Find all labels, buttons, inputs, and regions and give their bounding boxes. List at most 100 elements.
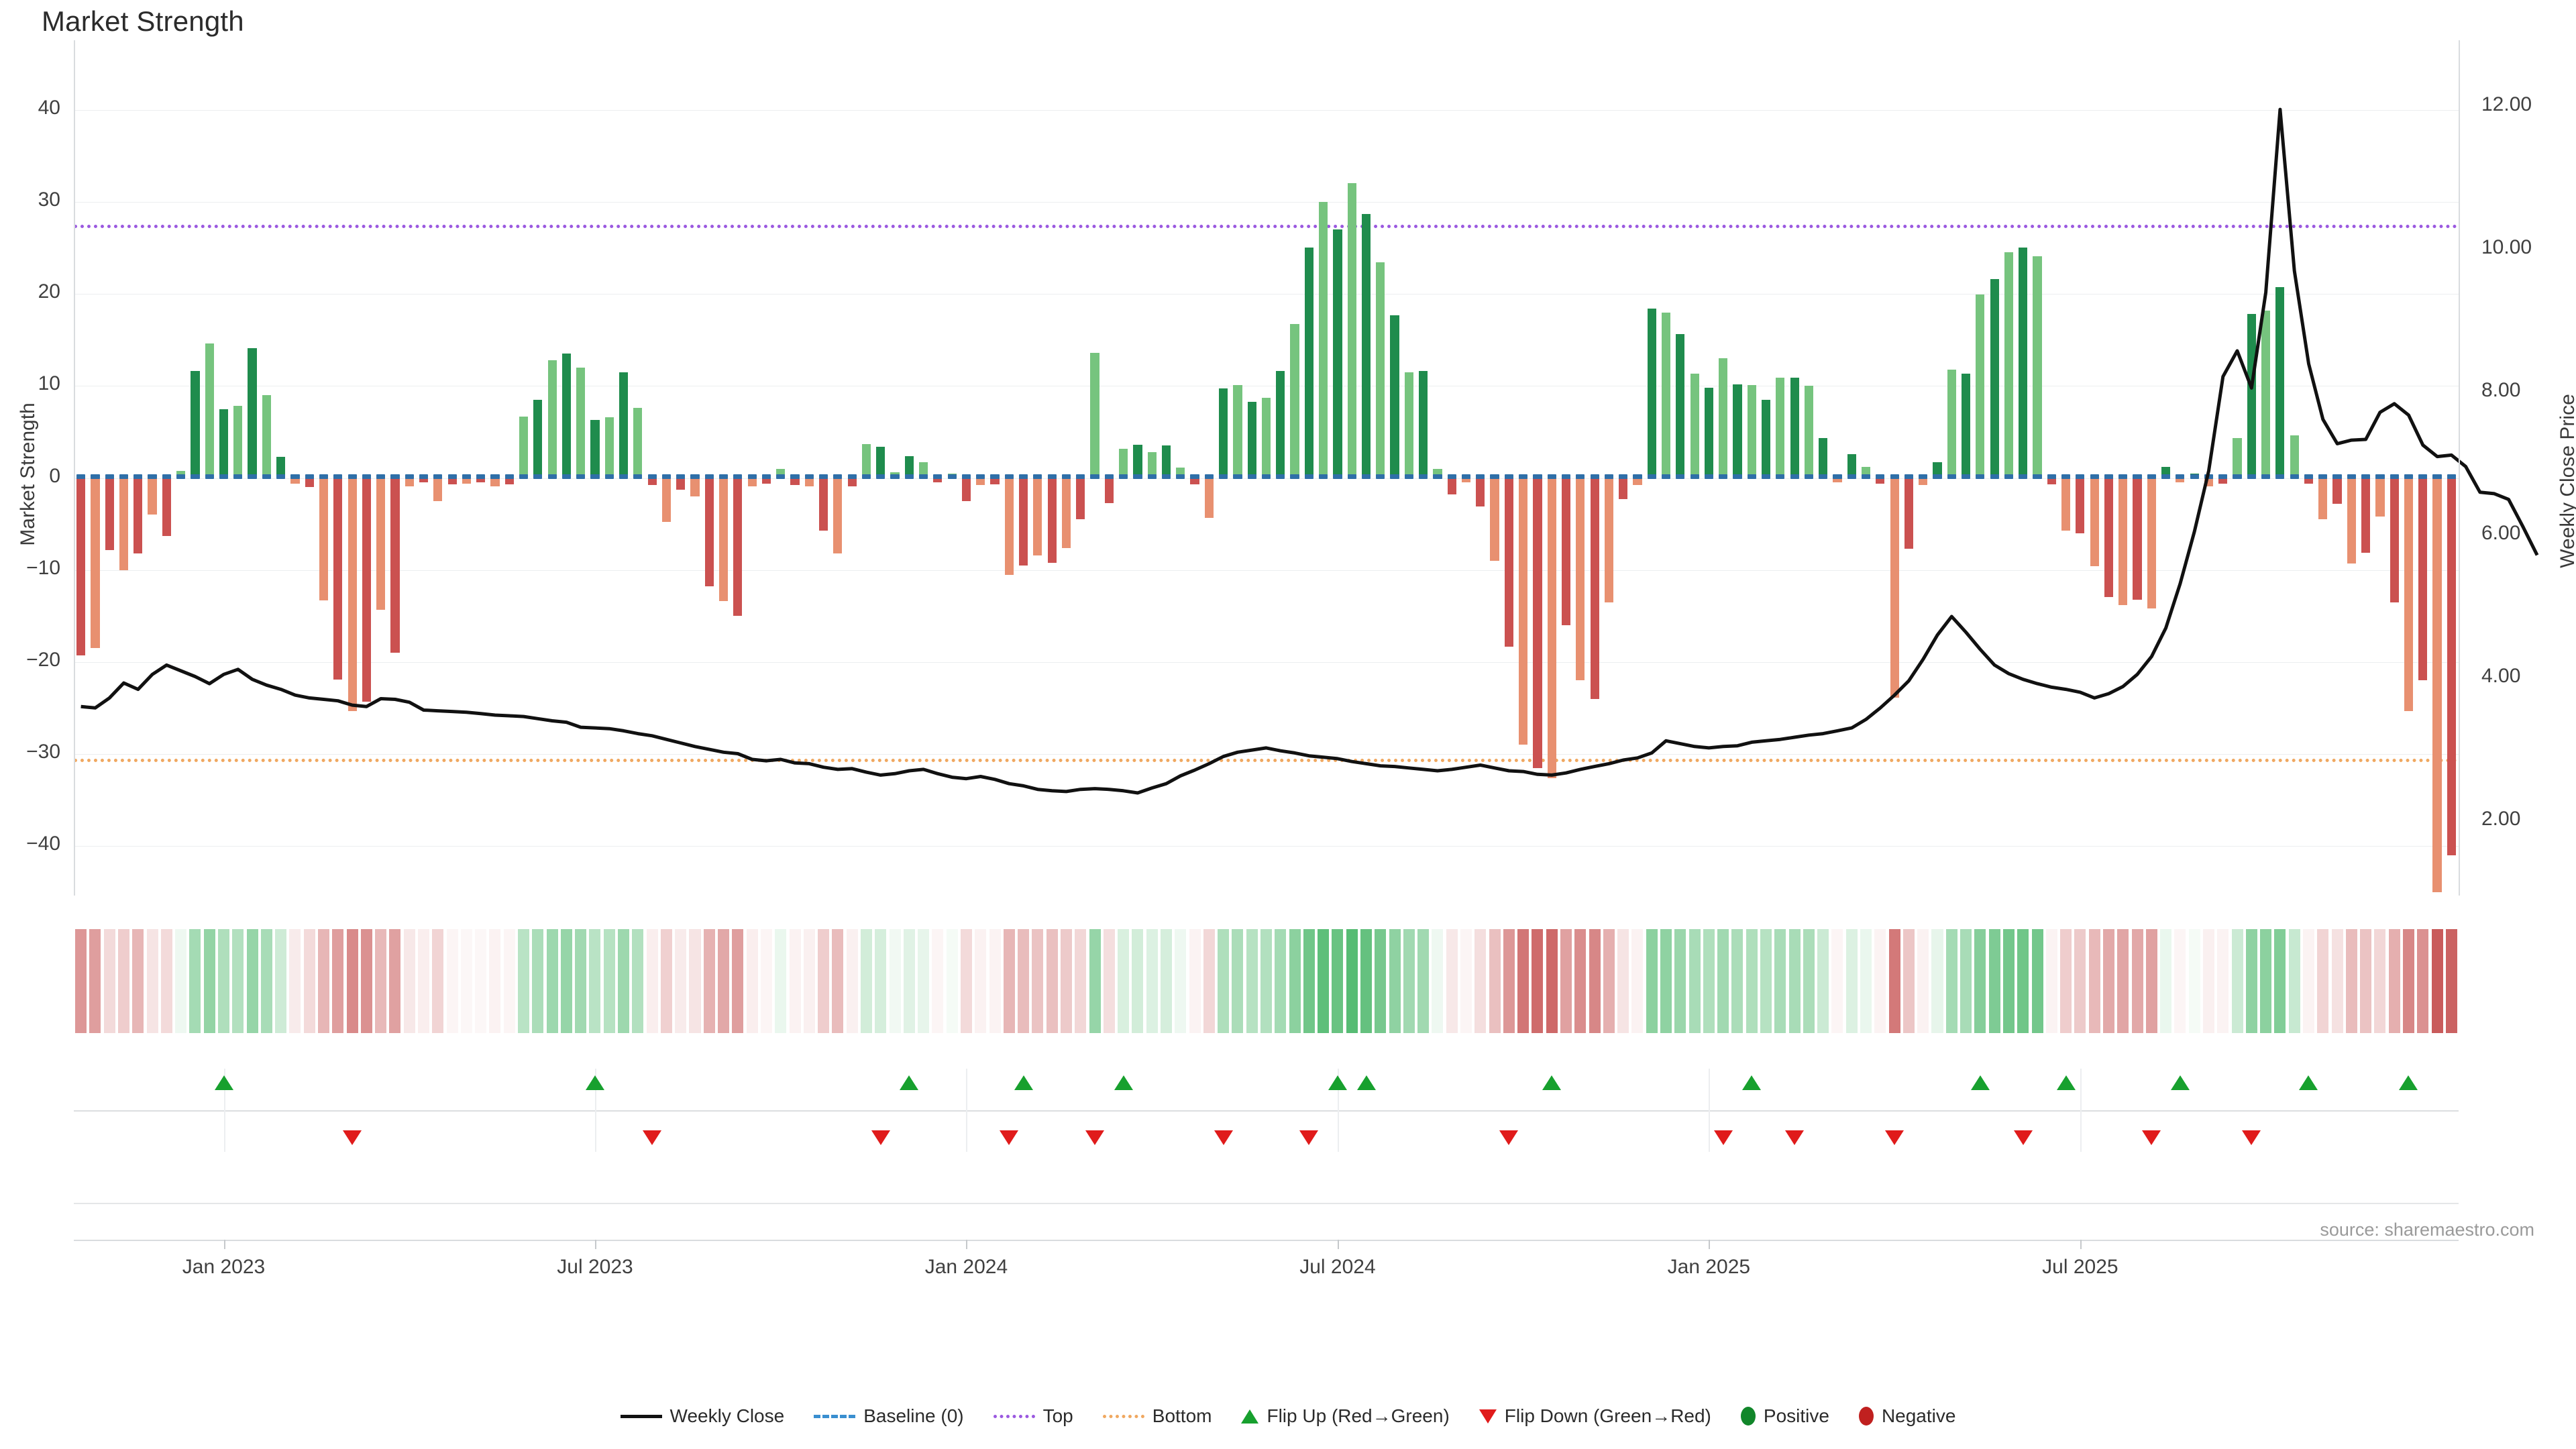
heatmap-cell	[1788, 929, 1801, 1033]
heatmap-cell	[2260, 929, 2272, 1033]
heatmap-cell	[660, 929, 672, 1033]
bar-positive	[262, 395, 271, 478]
heatmap-cell	[2102, 929, 2114, 1033]
heatmap-cell	[1489, 929, 1501, 1033]
baseline-dash	[2332, 474, 2342, 479]
bar-positive	[1119, 448, 1128, 478]
heatmap-cell	[1589, 929, 1601, 1033]
heatmap-cell	[418, 929, 430, 1033]
bar-negative	[961, 478, 971, 501]
flip-up-marker	[2299, 1075, 2318, 1090]
heatmap-cell	[1503, 929, 1515, 1033]
baseline-dash	[1876, 474, 1885, 479]
heatmap-cell	[1046, 929, 1058, 1033]
baseline-dash	[1433, 474, 1442, 479]
heatmap-cell	[260, 929, 272, 1033]
baseline-dash	[1376, 474, 1385, 479]
heatmap-cell	[1474, 929, 1487, 1033]
baseline-dash	[447, 474, 457, 479]
bar-negative	[2218, 478, 2228, 484]
heatmap-cell	[532, 929, 544, 1033]
legend-item[interactable]: Flip Down (Green→Red)	[1479, 1405, 1711, 1427]
bar-positive	[590, 420, 600, 478]
baseline-dash	[1276, 474, 1285, 479]
bar-negative	[1476, 478, 1485, 507]
bar-positive	[1990, 279, 1999, 478]
heatmap-cell	[1860, 929, 1872, 1033]
heatmap-cell	[789, 929, 801, 1033]
baseline-dash	[1176, 474, 1185, 479]
bar-negative	[1076, 478, 1085, 520]
baseline-dash	[1747, 474, 1756, 479]
legend-item[interactable]: Weekly Close	[620, 1405, 784, 1427]
legend-item[interactable]: Flip Up (Red→Green)	[1241, 1405, 1450, 1427]
baseline-dash	[1333, 474, 1342, 479]
heatmap-cell	[989, 929, 1001, 1033]
heatmap-cell	[846, 929, 858, 1033]
baseline-dash	[2447, 474, 2456, 479]
flip-panel-guide	[966, 1069, 968, 1152]
heatmap-cell	[918, 929, 930, 1033]
x-axis-tick-label: Jul 2023	[557, 1256, 633, 1278]
heatmap-cell	[2417, 929, 2429, 1033]
legend-item[interactable]: Top	[993, 1405, 1073, 1427]
heatmap-cell	[1132, 929, 1144, 1033]
flip-down-marker	[1085, 1130, 1105, 1145]
right-axis-tick-label: 2.00	[2481, 807, 2521, 830]
heatmap-cell	[1646, 929, 1658, 1033]
baseline-dash	[2019, 474, 2028, 479]
right-axis-tick-label: 8.00	[2481, 378, 2521, 401]
baseline-dash	[1819, 474, 1828, 479]
baseline-dash	[619, 474, 629, 479]
heatmap-cell	[1945, 929, 1957, 1033]
heatmap-cell	[932, 929, 944, 1033]
baseline-dash	[1190, 474, 1199, 479]
heatmap-cell	[1160, 929, 1172, 1033]
baseline-dash	[633, 474, 643, 479]
baseline-dash	[1090, 474, 1099, 479]
baseline-dash	[1233, 474, 1242, 479]
legend-item[interactable]: Positive	[1740, 1405, 1829, 1427]
bar-negative	[2118, 478, 2128, 605]
heatmap-cell	[2217, 929, 2229, 1033]
baseline-dash	[1904, 474, 1914, 479]
heatmap-cell	[1018, 929, 1030, 1033]
heatmap-cell	[1917, 929, 1929, 1033]
legend-item[interactable]: Bottom	[1102, 1405, 1212, 1427]
bar-negative	[1633, 478, 1642, 486]
bar-positive	[1347, 183, 1356, 478]
heatmap-cell	[2374, 929, 2386, 1033]
baseline-dash	[1304, 474, 1313, 479]
baseline-dash	[1033, 474, 1042, 479]
heatmap-cell	[1574, 929, 1587, 1033]
baseline-dash	[519, 474, 529, 479]
baseline-dash	[1133, 474, 1142, 479]
line-black-icon	[620, 1414, 662, 1418]
heatmap-cell	[2131, 929, 2143, 1033]
heatmap-cell	[1417, 929, 1430, 1033]
left-axis-tick-label: 10	[38, 372, 60, 395]
heatmap-cell	[1203, 929, 1215, 1033]
heatmap-cell	[232, 929, 244, 1033]
legend-item[interactable]: Negative	[1858, 1405, 1955, 1427]
heatmap-cell	[318, 929, 330, 1033]
bar-positive	[1819, 438, 1828, 478]
baseline-dash	[347, 474, 357, 479]
heatmap-cell	[403, 929, 415, 1033]
flip-up-marker	[2399, 1075, 2418, 1090]
baseline-dash	[248, 474, 257, 479]
baseline-dash	[718, 474, 729, 479]
bar-positive	[861, 443, 871, 478]
dotted-purple-icon	[993, 1414, 1035, 1418]
heatmap-cell	[1103, 929, 1115, 1033]
heatmap-cell	[1703, 929, 1715, 1033]
baseline-dash	[2147, 474, 2156, 479]
bar-positive	[2261, 310, 2271, 478]
bar-negative	[419, 478, 429, 483]
heatmap-cell	[2431, 929, 2443, 1033]
bar-negative	[2147, 478, 2156, 609]
bar-negative	[1490, 478, 1499, 561]
bar-positive	[1247, 401, 1256, 478]
bar-positive	[1361, 213, 1371, 478]
legend-item[interactable]: Baseline (0)	[814, 1405, 964, 1427]
